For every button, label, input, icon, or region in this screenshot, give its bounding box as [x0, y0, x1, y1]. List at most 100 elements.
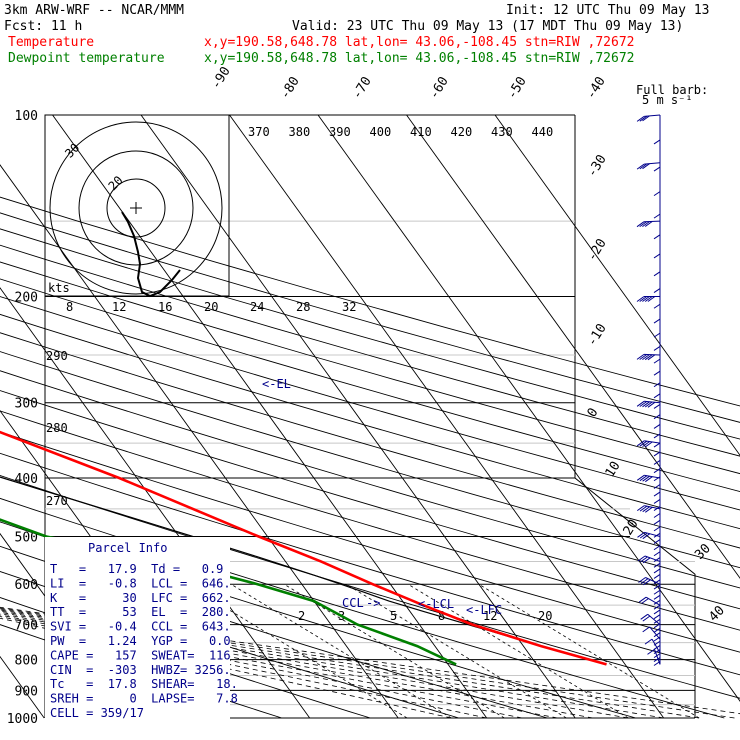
wind-barb-flag [644, 441, 653, 448]
isotherm-label: -20 [585, 236, 610, 264]
wind-barb-flag [636, 296, 645, 302]
wind-barb-tick [653, 484, 661, 489]
wind-barb-tick [653, 393, 661, 399]
isotherm-label: -50 [505, 74, 530, 102]
wind-barb-tick [653, 532, 661, 538]
wind-barb-shaft [649, 626, 661, 640]
wind-barb-tick [653, 491, 661, 497]
wind-barb-flag [642, 221, 650, 228]
isotherm-label: -70 [350, 74, 375, 102]
parcel-info-row: T = 17.9 Td = 0.9 [50, 562, 223, 576]
wind-barb-tick [653, 551, 661, 557]
temperature-legend: Temperature [8, 35, 94, 50]
wind-barb-flag [639, 163, 648, 170]
pressure-label: 1000 [7, 712, 38, 727]
dry-adiabat-350 [0, 390, 740, 610]
wind-barb-flag [636, 221, 645, 228]
wind-barb-flag [637, 531, 645, 538]
hodograph-trace [121, 211, 181, 298]
wind-barb-flag [639, 221, 647, 228]
wind-barb-flag [636, 440, 645, 447]
theta-label: 430 [491, 125, 513, 139]
wind-barb-tick [653, 614, 661, 620]
hodograph: 30 20 kts [44, 114, 230, 298]
wind-barb-tick [653, 609, 661, 615]
wind-barb-tick [653, 253, 661, 259]
theta-label: 420 [451, 125, 473, 139]
wind-barb-tick [653, 166, 661, 172]
mixing-ratio-label: 12 [483, 609, 497, 623]
dry-adiabat-380 [0, 332, 740, 549]
isotherm--10 [0, 164, 399, 719]
wind-barb-tick [653, 404, 661, 409]
mixing-ratio-label: 8 [438, 609, 445, 623]
dry-adiabat-370 [0, 351, 740, 569]
moist-adiabat-0 [0, 616, 487, 719]
side-label: 290 [46, 349, 68, 363]
lfc-marker: <-LFC [466, 603, 502, 617]
wind-barb-tick [653, 526, 661, 532]
dewpoint-line [0, 518, 457, 666]
ccl-arrow: -> [366, 596, 380, 610]
dry-adiabat-410 [0, 278, 740, 493]
theta-labels: 370 380 390 400 410 420 430 440 [248, 125, 553, 139]
wind-barb-flag [639, 354, 647, 360]
dry-adiabat-440 [0, 228, 740, 440]
wind-barb-flag [642, 115, 650, 122]
parcel-info-row: LI = -0.8 LCL = 646. [50, 576, 231, 590]
moist-adiabat-12 [0, 611, 593, 719]
parcel-info-row: CAPE = 157 SWEAT= 116 [50, 648, 231, 662]
wind-barb-flag [645, 506, 653, 513]
wind-barb-flag [637, 505, 645, 512]
wind-barb-tick [653, 584, 661, 590]
init-time: Init: 12 UTC Thu 09 May 13 [506, 3, 710, 18]
el-marker: <-EL [262, 377, 291, 391]
hodograph-speed-label: 24 [250, 300, 264, 314]
wind-barb-tick [653, 451, 661, 457]
wind-barb-flag [647, 401, 656, 408]
dry-adiabat-460 [0, 196, 740, 407]
wind-barb-tick [653, 234, 661, 240]
wind-barb-flag [644, 401, 653, 408]
isotherm-label: -60 [427, 74, 452, 102]
wind-barb-flag [642, 506, 650, 513]
wind-barb-flag [636, 353, 645, 360]
mixing-ratio-8 [345, 583, 567, 719]
mixing-ratio-3 [230, 583, 452, 719]
wind-barb-flag [647, 354, 656, 361]
wind-barb-tick [653, 271, 661, 277]
hodograph-speed-label: 20 [204, 300, 218, 314]
isotherm-10 [140, 114, 576, 719]
dry-adiabat-390 [0, 313, 740, 530]
wind-barb-tick [653, 358, 661, 364]
moist-adiabat-20 [0, 609, 664, 719]
wind-barb-tick [653, 433, 661, 439]
wind-barb-tick [653, 442, 661, 448]
parcel-info-row: CIN = -303 HWBZ= 3256. [50, 663, 231, 677]
wind-barb-tick [653, 476, 661, 482]
wind-barb-tick [653, 460, 661, 465]
isotherm-label: 0 [585, 406, 602, 421]
parcel-info-row: TT = 53 EL = 280. [50, 605, 231, 619]
mixing-ratio-12 [407, 583, 629, 719]
isotherm-20 [229, 114, 665, 719]
pressure-label: 900 [15, 684, 38, 699]
moist-adiabat-32 [0, 606, 740, 715]
wind-barb-flag [636, 474, 645, 481]
wind-barb-tick [653, 545, 661, 551]
moist-adiabat-8 [0, 613, 558, 719]
dry-adiabat-260 [0, 597, 371, 719]
dewpoint-legend: Dewpoint temperature [8, 51, 165, 66]
wind-barb-flag [642, 533, 651, 540]
pressure-label: 100 [15, 109, 38, 124]
side-labels: 290 280 270 [46, 349, 68, 508]
barb-legend-title: Full barb: [636, 83, 708, 97]
parcel-info-row: PW = 1.24 YGP = 0.0 [50, 634, 231, 648]
parcel-info-title: Parcel Info [88, 541, 167, 555]
wind-barb-tick [653, 574, 661, 579]
moist-adiabat-16 [0, 610, 629, 719]
wind-barb-flag [638, 596, 647, 603]
wind-barb-flag [645, 476, 653, 483]
